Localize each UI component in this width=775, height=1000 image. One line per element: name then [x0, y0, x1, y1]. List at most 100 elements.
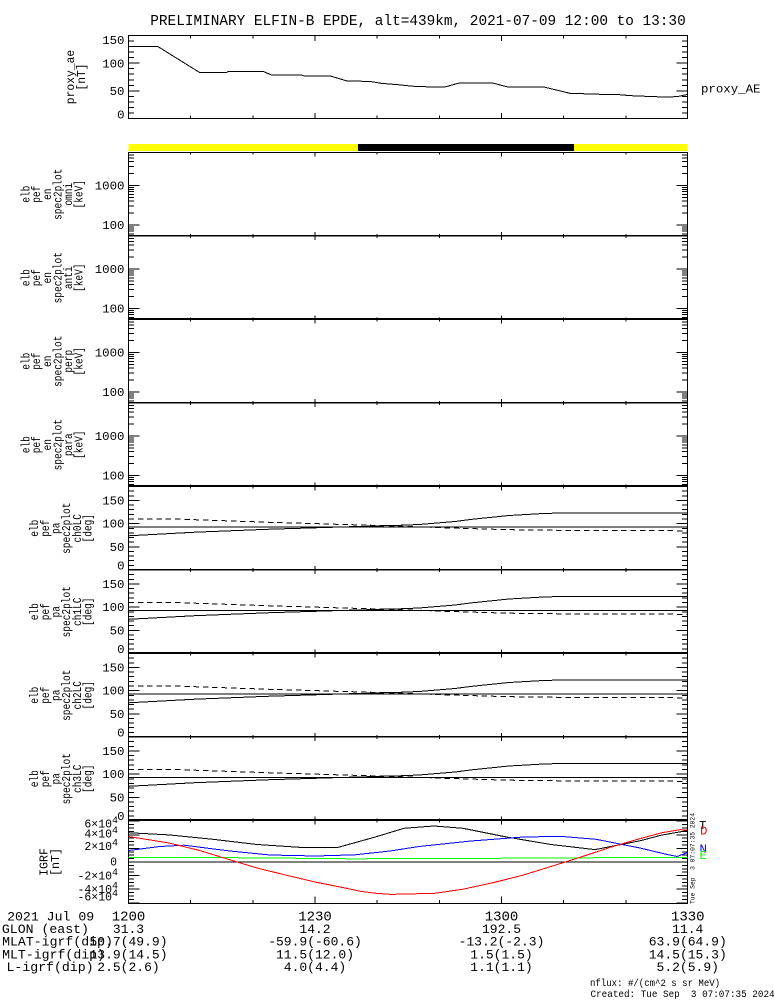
svg-text:-6×104: -6×104 — [78, 889, 119, 905]
svg-text:spec2plot: spec2plot — [61, 670, 74, 721]
svg-text:ch2LC: ch2LC — [72, 681, 85, 710]
svg-text:Created: Tue Sep 3 07:07:35 2: Created: Tue Sep 3 07:07:35 2024 — [591, 989, 775, 1000]
svg-text:omni: omni — [63, 183, 76, 206]
svg-text:4.0(4.4): 4.0(4.4) — [284, 960, 346, 975]
svg-text:100: 100 — [102, 303, 124, 317]
svg-text:150: 150 — [102, 495, 124, 509]
svg-text:[keV]: [keV] — [74, 180, 87, 209]
svg-text:N: N — [700, 843, 707, 857]
svg-text:150: 150 — [102, 578, 124, 592]
svg-text:Tue Sep 3 07:07:35 2024: Tue Sep 3 07:07:35 2024 — [690, 813, 698, 904]
svg-text:MLAT-igrf(dip): MLAT-igrf(dip) — [2, 935, 113, 950]
svg-text:spec2plot: spec2plot — [52, 419, 65, 470]
svg-text:elb: elb — [29, 520, 42, 537]
svg-text:MLT-igrf(dip): MLT-igrf(dip) — [2, 947, 105, 962]
svg-text:100: 100 — [102, 386, 124, 400]
svg-text:L-igrf(dip): L-igrf(dip) — [7, 960, 94, 975]
svg-text:[deg]: [deg] — [83, 514, 96, 543]
svg-text:IGRF: IGRF — [38, 848, 52, 876]
svg-text:nflux: #/(cm^2 s sr MeV): nflux: #/(cm^2 s sr MeV) — [590, 978, 720, 990]
svg-text:pef: pef — [40, 687, 53, 704]
svg-text:150: 150 — [102, 34, 124, 48]
svg-text:spec2plot: spec2plot — [52, 169, 65, 220]
svg-text:ch1LC: ch1LC — [72, 597, 85, 626]
svg-text:[nT]: [nT] — [75, 63, 89, 90]
svg-text:anti: anti — [63, 266, 76, 289]
svg-text:0: 0 — [117, 643, 124, 657]
svg-text:1000: 1000 — [95, 430, 125, 444]
svg-text:100: 100 — [102, 219, 124, 233]
svg-text:31.3: 31.3 — [113, 922, 144, 937]
svg-text:[keV]: [keV] — [74, 347, 87, 376]
svg-text:-13.2(-2.3): -13.2(-2.3) — [459, 935, 545, 950]
svg-text:ch0LC: ch0LC — [72, 514, 85, 543]
svg-text:elb: elb — [29, 687, 42, 704]
svg-text:[keV]: [keV] — [74, 264, 87, 293]
svg-text:elb: elb — [29, 770, 42, 787]
svg-text:50: 50 — [110, 541, 125, 555]
svg-text:0: 0 — [117, 727, 124, 741]
svg-text:1330: 1330 — [671, 909, 705, 925]
svg-text:perp: perp — [63, 350, 76, 373]
svg-text:pa: pa — [51, 606, 64, 617]
svg-text:14.5(15.3): 14.5(15.3) — [649, 947, 727, 962]
svg-text:elb: elb — [29, 603, 42, 620]
svg-text:192.5: 192.5 — [482, 922, 521, 937]
svg-text:elb: elb — [21, 269, 34, 286]
svg-text:pef: pef — [40, 603, 53, 620]
svg-text:pef: pef — [40, 520, 53, 537]
svg-text:50: 50 — [110, 708, 125, 722]
svg-text:PRELIMINARY ELFIN-B EPDE, alt=: PRELIMINARY ELFIN-B EPDE, alt=439km, 202… — [150, 14, 685, 30]
svg-text:pef: pef — [31, 353, 44, 370]
svg-text:2×104: 2×104 — [84, 839, 118, 855]
svg-text:100: 100 — [102, 470, 124, 484]
svg-text:[deg]: [deg] — [83, 598, 96, 627]
svg-text:[keV]: [keV] — [74, 431, 87, 460]
svg-text:1230: 1230 — [298, 909, 332, 925]
svg-text:elb: elb — [21, 186, 34, 203]
svg-text:50: 50 — [110, 85, 125, 99]
svg-text:1.1(1.1): 1.1(1.1) — [470, 960, 532, 975]
svg-text:13.9(14.5): 13.9(14.5) — [89, 947, 167, 962]
svg-text:proxy_AE: proxy_AE — [701, 83, 761, 97]
svg-text:elb: elb — [21, 436, 34, 453]
svg-text:0: 0 — [117, 810, 124, 824]
svg-text:1000: 1000 — [95, 180, 125, 194]
svg-text:para: para — [63, 433, 76, 456]
svg-text:[deg]: [deg] — [83, 681, 96, 710]
svg-text:[nT]: [nT] — [49, 848, 63, 876]
svg-text:50: 50 — [110, 624, 125, 638]
svg-text:D: D — [700, 825, 707, 839]
svg-text:pef: pef — [31, 436, 44, 453]
svg-text:spec2plot: spec2plot — [61, 753, 74, 804]
svg-text:150: 150 — [102, 745, 124, 759]
svg-text:50: 50 — [110, 791, 125, 805]
svg-text:63.9(64.9): 63.9(64.9) — [649, 935, 727, 950]
svg-text:1000: 1000 — [95, 263, 125, 277]
svg-text:spec2plot: spec2plot — [61, 586, 74, 637]
svg-text:pef: pef — [31, 269, 44, 286]
svg-text:6×104: 6×104 — [84, 816, 118, 832]
svg-text:2.5(2.6): 2.5(2.6) — [97, 960, 159, 975]
svg-text:GLON (east): GLON (east) — [2, 922, 89, 937]
svg-text:[deg]: [deg] — [83, 765, 96, 794]
svg-text:en: en — [42, 356, 55, 367]
svg-text:elb: elb — [21, 353, 34, 370]
svg-text:en: en — [42, 439, 55, 450]
svg-text:pa: pa — [51, 690, 64, 701]
svg-text:5.2(5.9): 5.2(5.9) — [657, 960, 719, 975]
svg-text:T: T — [699, 819, 706, 833]
svg-text:proxy_ae: proxy_ae — [64, 50, 78, 104]
svg-text:0: 0 — [110, 857, 117, 870]
svg-text:1.5(1.5): 1.5(1.5) — [470, 947, 532, 962]
svg-text:1200: 1200 — [112, 909, 146, 925]
svg-text:spec2plot: spec2plot — [52, 252, 65, 303]
svg-text:100: 100 — [102, 57, 124, 71]
svg-text:4×104: 4×104 — [84, 826, 118, 842]
svg-text:en: en — [42, 272, 55, 283]
svg-text:0: 0 — [117, 560, 124, 574]
svg-text:100: 100 — [102, 768, 124, 782]
svg-text:0: 0 — [117, 108, 124, 122]
svg-text:spec2plot: spec2plot — [61, 503, 74, 554]
svg-text:100: 100 — [102, 518, 124, 532]
